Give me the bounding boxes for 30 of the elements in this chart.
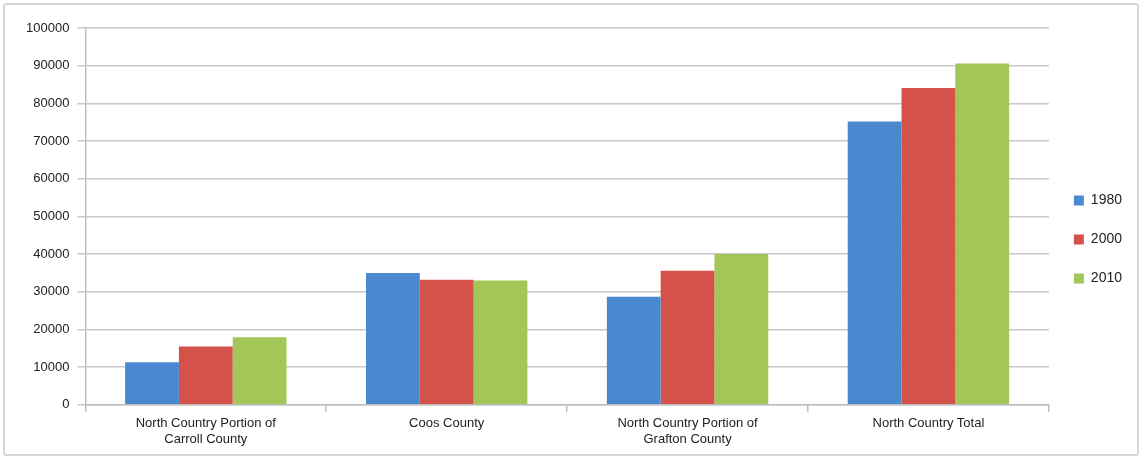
y-tick-label: 50000 <box>33 207 70 223</box>
legend-label: 1980 <box>1090 191 1123 208</box>
bar <box>232 337 287 405</box>
bar <box>955 63 1010 405</box>
y-tick-label: 80000 <box>33 94 70 110</box>
y-tick-label: 90000 <box>33 57 70 73</box>
y-tick-label: 0 <box>62 396 70 412</box>
y-tick-label: 30000 <box>33 283 70 299</box>
x-tick-label: North Country Portion of Grafton County <box>617 415 759 446</box>
bar <box>847 121 902 405</box>
y-tick-label: 100000 <box>25 19 70 35</box>
y-tick-label: 40000 <box>33 245 70 261</box>
y-tick-label: 70000 <box>33 132 70 148</box>
x-tick-label: Coos County <box>409 415 485 431</box>
bar <box>178 346 233 405</box>
bar <box>125 362 179 405</box>
y-tick-label: 60000 <box>33 170 70 186</box>
legend-label: 2000 <box>1090 230 1123 247</box>
bar <box>901 87 956 405</box>
bar <box>365 272 420 405</box>
y-tick-label: 20000 <box>33 321 70 337</box>
bar <box>473 280 528 405</box>
y-tick-label: 10000 <box>33 358 70 374</box>
bar <box>419 279 474 405</box>
bar <box>606 296 661 405</box>
x-tick-label: North Country Portion of Carroll County <box>135 415 277 446</box>
legend-label: 2010 <box>1090 269 1123 286</box>
bar <box>714 254 769 405</box>
x-tick-label: North Country Total <box>872 415 985 431</box>
bar <box>660 270 715 405</box>
